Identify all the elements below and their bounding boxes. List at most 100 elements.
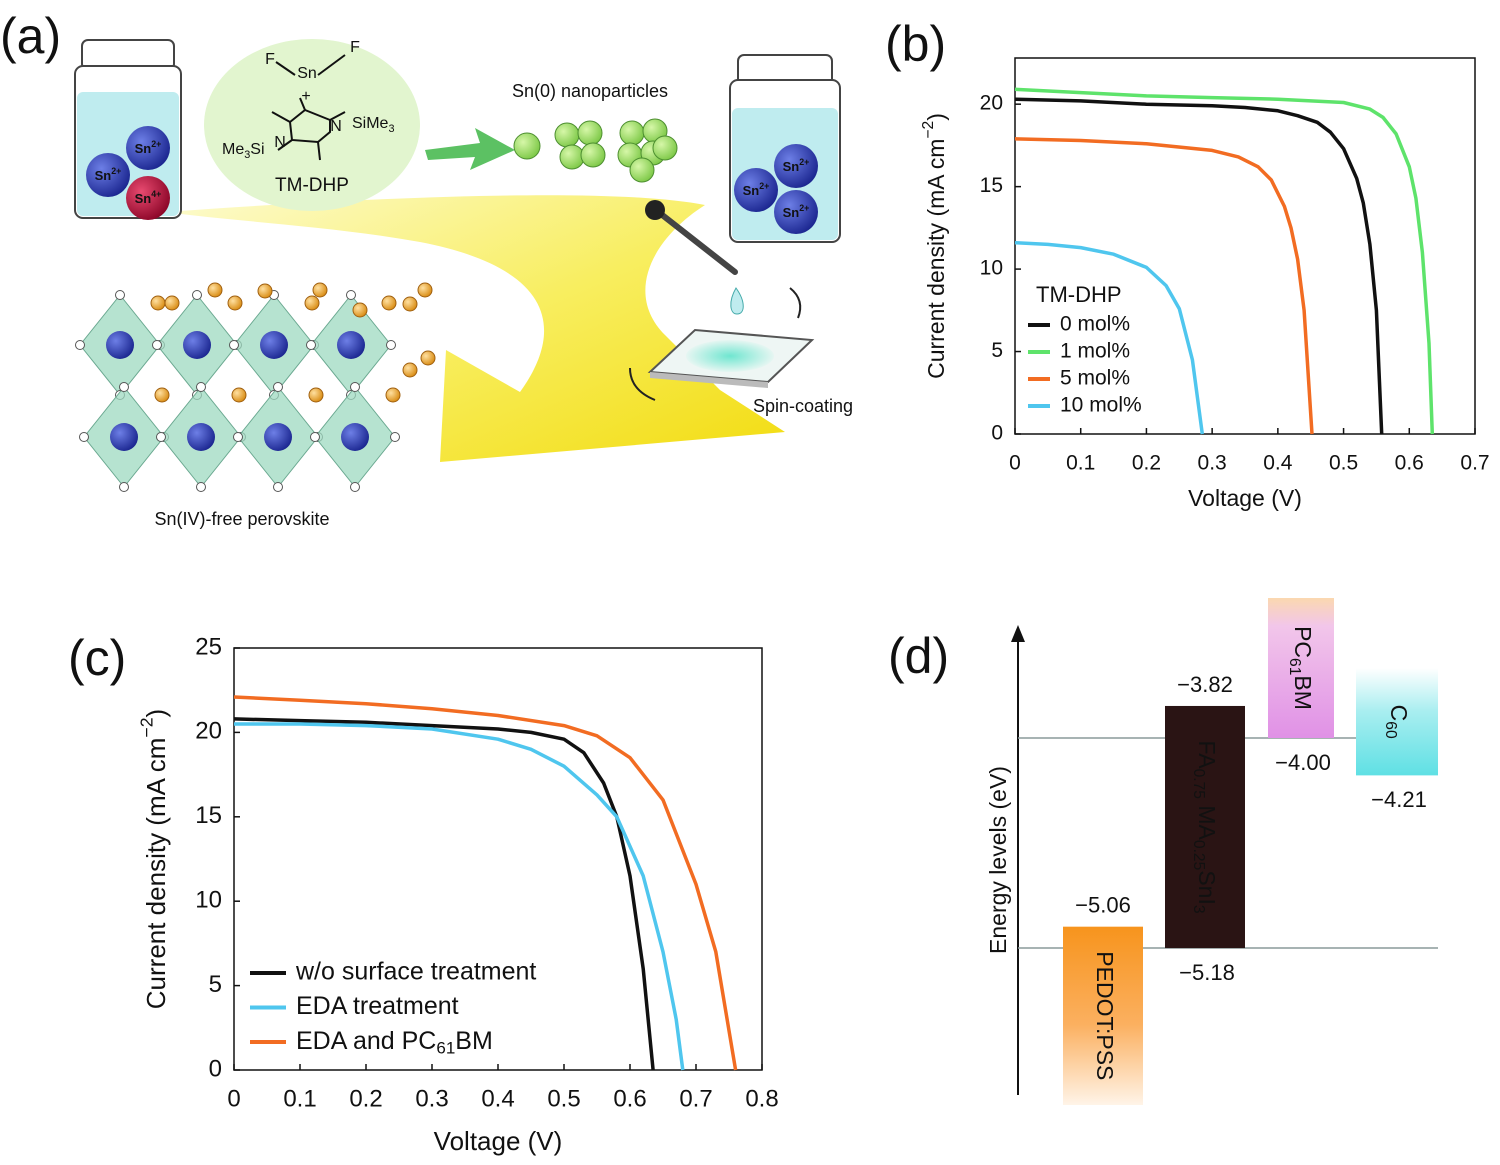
text-part: Current density (mA cm [141, 738, 171, 1010]
ion-label: Sn2+ [783, 157, 810, 174]
atom-label: N [274, 134, 286, 151]
y-axis-label: Current density (mA cm−2) [136, 709, 171, 1009]
cation [207, 282, 223, 298]
y-tick-label: 5 [209, 971, 222, 998]
x-tick-label: 0.7 [1460, 452, 1489, 475]
legend-label: w/o surface treatment [295, 958, 536, 986]
nanoparticle-cluster [554, 118, 678, 183]
cation [402, 296, 418, 312]
x-tick-label: 0.1 [283, 1085, 316, 1112]
series-line [1014, 240, 1205, 435]
process-arrow [165, 195, 785, 462]
cation [402, 362, 418, 378]
cation [164, 295, 180, 311]
layer-name: PEDOT:PSS [1092, 951, 1118, 1080]
halide-atom [119, 382, 129, 392]
text-part: Sn [135, 141, 152, 156]
x-tick-label: 0 [1009, 452, 1021, 475]
legend-label: EDA treatment [296, 992, 459, 1020]
series-line [1014, 87, 1435, 435]
y-tick-label: 20 [195, 718, 222, 745]
text-part: SnI [1194, 870, 1220, 905]
molecule-bonds [271, 54, 346, 161]
text-part: −2 [920, 121, 937, 139]
text-part: Sn [743, 183, 760, 198]
text-part: 2+ [759, 181, 769, 191]
y-tick-label: 15 [980, 174, 1003, 197]
layer-name: C60 [1382, 705, 1412, 739]
result-label: Sn(IV)-free perovskite [154, 509, 329, 529]
atom-label: N [330, 118, 342, 135]
sn-atom [187, 423, 215, 451]
legend-label: EDA and PC61BM [296, 1027, 493, 1058]
energy-axis [1011, 625, 1025, 1095]
text-part: ) [923, 113, 949, 121]
level-label: −5.18 [1179, 960, 1235, 985]
cation [381, 295, 397, 311]
text-part: −2 [136, 717, 156, 737]
series-line [1014, 137, 1314, 435]
group-label: SiMe3 [352, 115, 395, 134]
legend-label: 10 mol% [1060, 394, 1142, 417]
legend-title: TM-DHP [1036, 282, 1122, 307]
panel-label: (a) [0, 8, 61, 64]
text-part: SiMe [352, 115, 389, 132]
cation [308, 387, 324, 403]
halide-atom [75, 340, 85, 350]
text-part: Me [222, 141, 244, 158]
film [686, 340, 774, 372]
ion-label: Sn4+ [135, 189, 162, 206]
text-part: MA [1194, 799, 1220, 841]
ion-label: Sn2+ [783, 203, 810, 220]
molecule-bubble [204, 39, 420, 211]
text-part: Si [250, 141, 264, 158]
energy-bar [1268, 598, 1334, 738]
series-line [234, 722, 685, 1071]
halide-atom [119, 482, 129, 492]
y-tick-label: 20 [980, 92, 1003, 115]
sn-atom [106, 331, 134, 359]
halide-atom [273, 382, 283, 392]
text-part: PC [1290, 626, 1316, 658]
ion [774, 144, 818, 188]
panel-label: (b) [885, 16, 946, 72]
halide-atom [196, 482, 206, 492]
x-axis-label: Voltage (V) [1188, 485, 1302, 511]
panel-label: (d) [888, 628, 949, 684]
x-tick-label: 0.2 [1132, 452, 1161, 475]
level-label: −3.82 [1177, 672, 1233, 697]
text-part: Sn [783, 205, 800, 220]
halide-atom [192, 290, 202, 300]
x-tick-label: 0.5 [1329, 452, 1358, 475]
layer-name: FA0.75 MA0.25SnI3 [1190, 740, 1220, 913]
x-tick-label: 0.1 [1066, 452, 1095, 475]
sn-atom [183, 331, 211, 359]
ion [126, 126, 170, 170]
text-part: Current density (mA cm [923, 139, 949, 379]
atom-label: F [350, 39, 360, 56]
ion [734, 168, 778, 212]
halide-atom [115, 290, 125, 300]
text-part: EDA and PC [296, 1027, 436, 1055]
halide-atom [350, 382, 360, 392]
x-tick-label: 0.8 [745, 1085, 778, 1112]
process-label: Spin-coating [753, 396, 853, 416]
text-part: Sn [783, 159, 800, 174]
cation [352, 302, 368, 318]
atom-label: Sn [297, 65, 317, 82]
energy-bar [1356, 668, 1438, 776]
y-tick-label: 15 [195, 802, 222, 829]
y-axis-label: Energy levels (eV) [985, 766, 1011, 954]
halide-atom [386, 340, 396, 350]
energy-bar [1063, 926, 1143, 1105]
cation [417, 282, 433, 298]
ion [126, 176, 170, 220]
text-part: 2+ [111, 166, 121, 176]
perovskite-lattice [75, 282, 436, 492]
cation [385, 387, 401, 403]
spin-arrow [629, 367, 656, 401]
cation [420, 350, 436, 366]
x-tick-label: 0.3 [1198, 452, 1227, 475]
